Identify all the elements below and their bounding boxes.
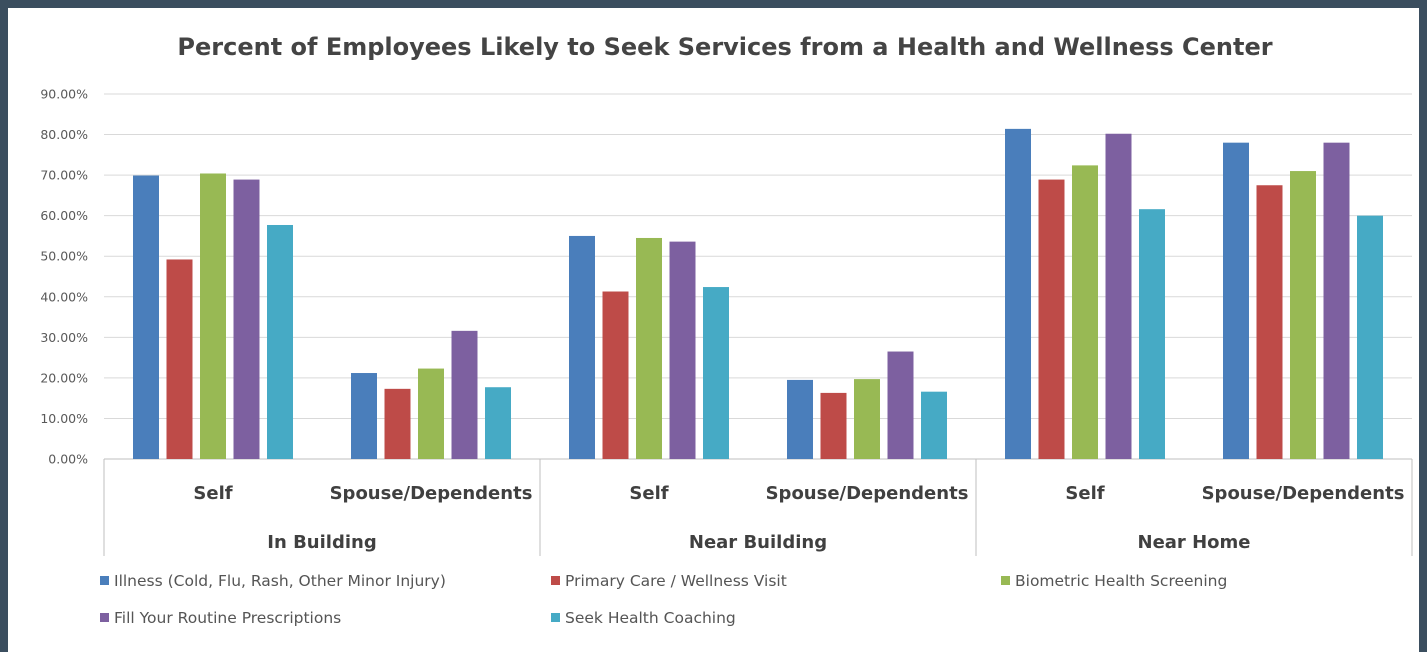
legend-label: Fill Your Routine Prescriptions (114, 609, 341, 627)
y-tick-label: 50.00% (40, 249, 88, 264)
bar (1290, 171, 1316, 460)
bar (669, 241, 696, 459)
legend-swatch (1001, 576, 1010, 585)
group-label: Near Building (689, 532, 827, 553)
bar (133, 175, 159, 459)
y-tick-label: 60.00% (40, 208, 88, 223)
category-label: Self (193, 483, 232, 504)
y-tick-label: 80.00% (40, 127, 88, 142)
y-tick-label: 30.00% (40, 330, 88, 345)
group-label: Near Home (1138, 532, 1251, 553)
bar (1357, 215, 1383, 459)
y-tick-label: 10.00% (40, 411, 88, 426)
bar (569, 235, 595, 459)
bar (887, 351, 914, 459)
bar (1139, 209, 1165, 459)
bar (636, 237, 662, 459)
bar (267, 224, 293, 459)
category-label: Spouse/Dependents (1202, 483, 1405, 504)
bar (485, 387, 511, 459)
bar (1072, 165, 1098, 459)
bar (820, 392, 847, 459)
bar-chart: Percent of Employees Likely to Seek Serv… (40, 33, 1413, 627)
bars (133, 128, 1383, 460)
legend-swatch (551, 576, 560, 585)
y-axis: 0.00% 10.00% 20.00% 30.00% 40.00% 50.00% 60.00… (40, 87, 88, 467)
bar (703, 287, 729, 459)
bar (787, 379, 813, 459)
bar (418, 368, 444, 459)
bar (1256, 185, 1283, 459)
category-label: Self (629, 483, 668, 504)
legend-swatch (100, 576, 109, 585)
chart-frame: Percent of Employees Likely to Seek Serv… (8, 8, 1419, 652)
bar (1105, 133, 1132, 459)
legend-label: Illness (Cold, Flu, Rash, Other Minor In… (114, 572, 446, 590)
bar (351, 373, 377, 459)
bar (1223, 142, 1249, 459)
bar (166, 259, 193, 459)
legend-swatch (551, 613, 560, 622)
gridlines (104, 93, 1412, 460)
y-tick-label: 70.00% (40, 168, 88, 183)
y-tick-label: 40.00% (40, 289, 88, 304)
legend-swatch (100, 613, 109, 622)
chart-title: Percent of Employees Likely to Seek Serv… (177, 33, 1272, 61)
bar (451, 330, 478, 459)
legend-label: Primary Care / Wellness Visit (565, 572, 787, 590)
bar (854, 379, 880, 459)
y-tick-label: 20.00% (40, 370, 88, 385)
bar (1038, 179, 1065, 460)
bar (1005, 128, 1031, 459)
bar (233, 179, 260, 460)
legend-label: Biometric Health Screening (1015, 572, 1227, 590)
bar (384, 388, 411, 459)
bar (1323, 142, 1350, 459)
x-axis: Self Spouse/Dependents Self Spouse/Dependen… (103, 459, 1413, 556)
bar (200, 173, 226, 459)
y-tick-label: 0.00% (48, 452, 88, 467)
category-label: Spouse/Dependents (766, 483, 969, 504)
bar (602, 291, 629, 459)
y-tick-label: 90.00% (40, 87, 88, 102)
bar (921, 391, 947, 459)
category-label: Spouse/Dependents (330, 483, 533, 504)
legend-label: Seek Health Coaching (565, 609, 736, 627)
legend: Illness (Cold, Flu, Rash, Other Minor In… (100, 572, 1227, 627)
category-label: Self (1065, 483, 1104, 504)
group-label: In Building (267, 532, 376, 553)
